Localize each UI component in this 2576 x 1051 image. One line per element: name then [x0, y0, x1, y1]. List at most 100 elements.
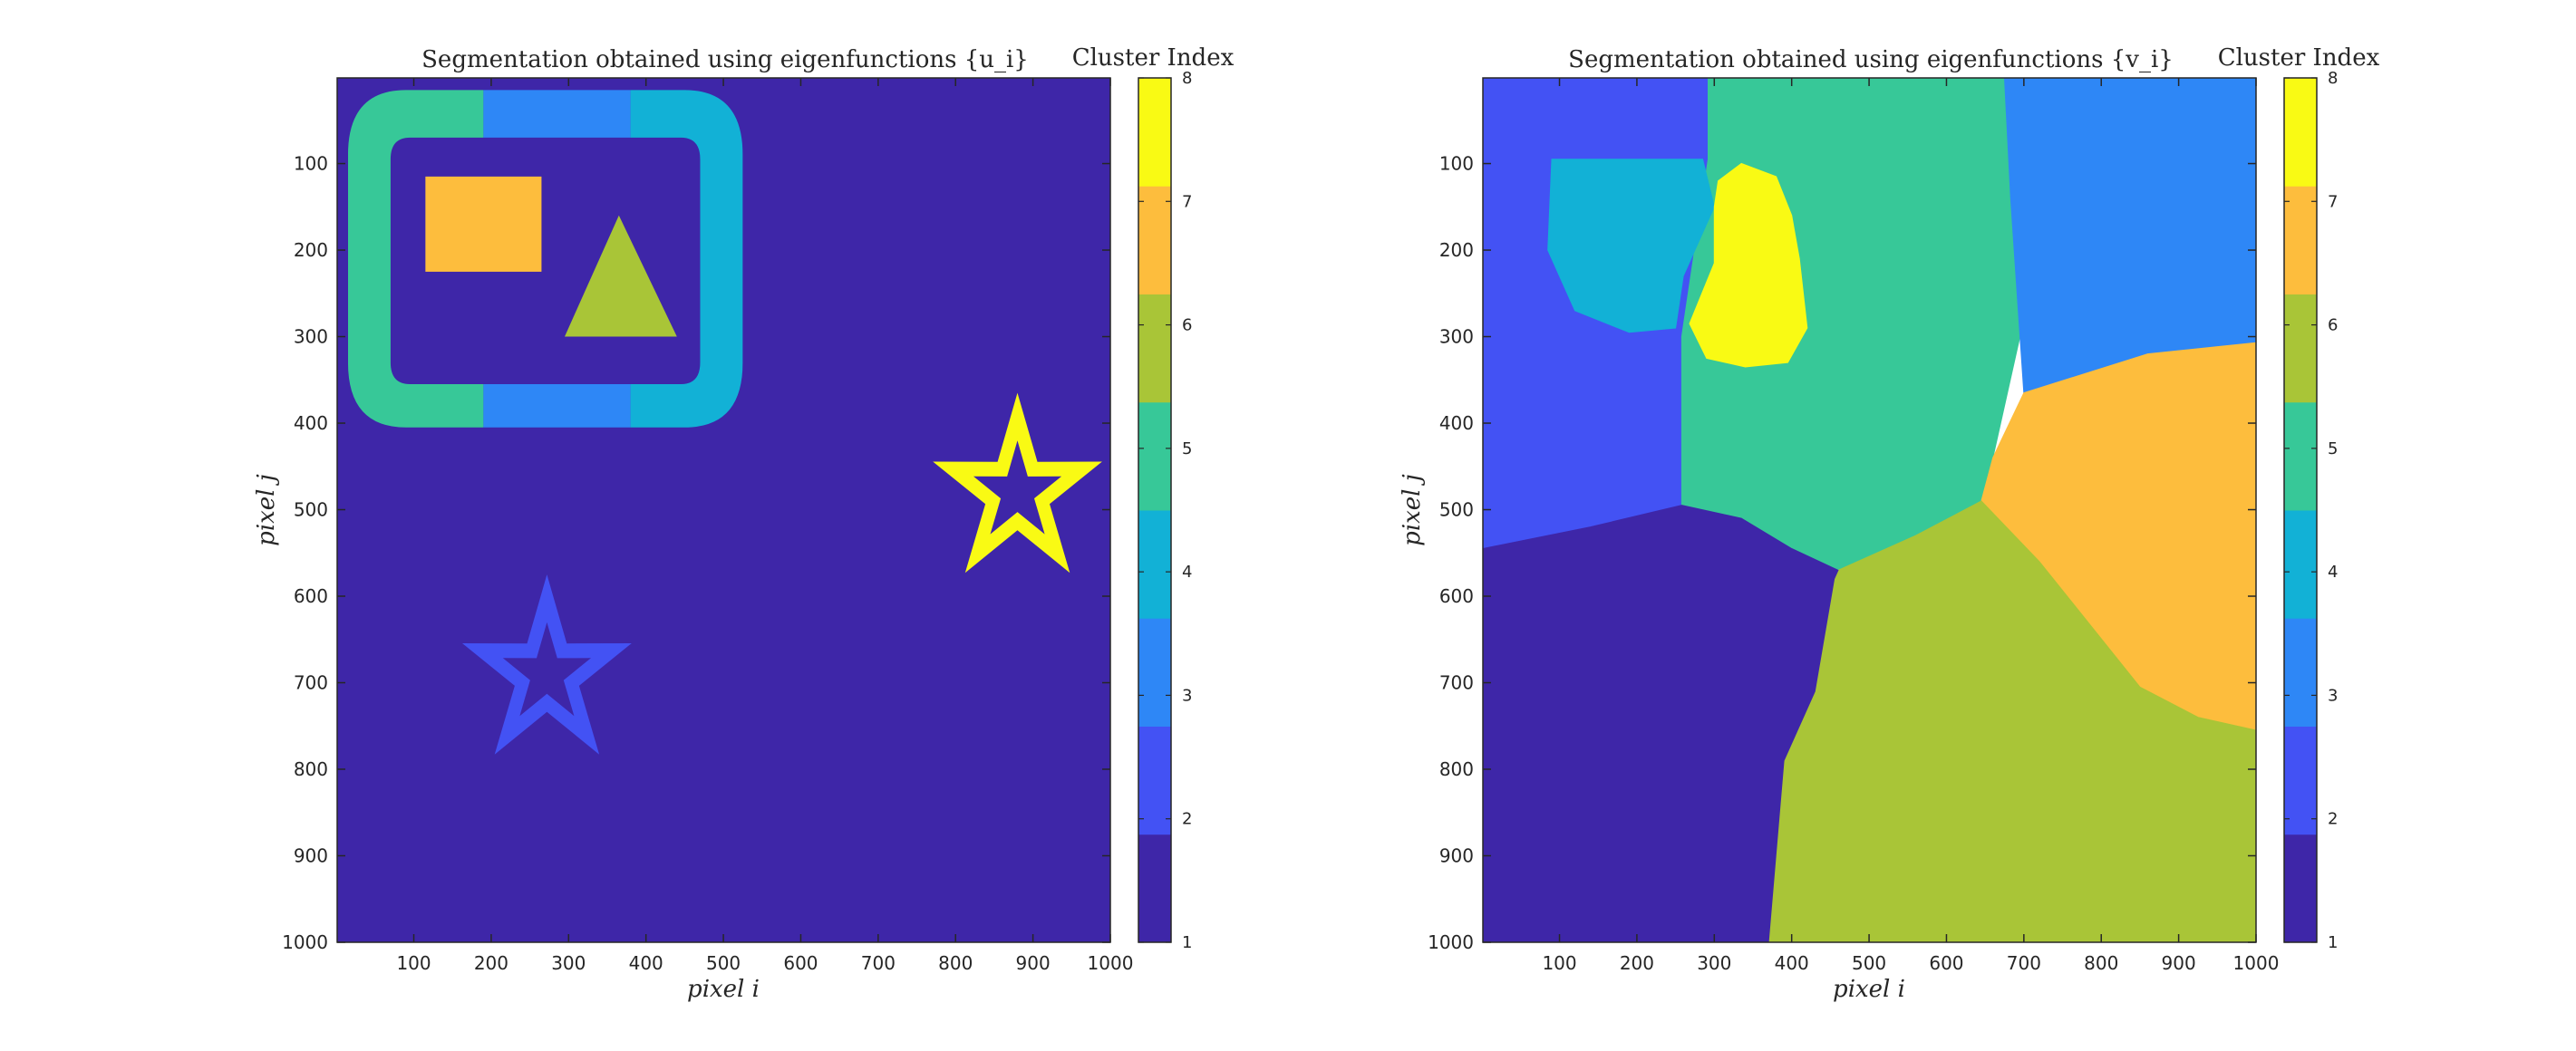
region-u-1-cluster-5: [347, 90, 484, 428]
x-tick-label-u: 500: [706, 952, 741, 974]
x-tick-label-u: 200: [474, 952, 508, 974]
x-tick-label-v: 1000: [2233, 952, 2280, 974]
colorbar-tick-label-u: 7: [1182, 192, 1192, 211]
y-tick-label-v: 600: [1439, 585, 1474, 607]
region-v-7-cluster-4: [1547, 159, 1715, 333]
x-tick-label-u: 1000: [1088, 952, 1134, 974]
colorbar-ticks-u: 1 2 3 4 5 6 7 8: [1138, 69, 1192, 952]
y-tick-label-u: 300: [294, 326, 328, 348]
colorbar-label-u: Cluster Index: [1072, 44, 1235, 72]
colorbar-bin-u-4: [1138, 510, 1171, 619]
y-tick-label-u: 700: [294, 672, 328, 694]
colorbar-bin-u-6: [1138, 294, 1171, 403]
colorbar-bin-u-8: [1138, 78, 1171, 187]
region-v-6-cluster-1: [1483, 505, 1839, 942]
x-tick-label-u: 900: [1016, 952, 1051, 974]
x-tick-label-u: 600: [783, 952, 818, 974]
y-tick-label-v: 200: [1439, 239, 1474, 261]
y-tick-label-v: 300: [1439, 326, 1474, 348]
region-v-3-cluster-3: [2003, 78, 2256, 394]
colorbar-tick-label-u: 6: [1182, 316, 1192, 335]
y-tick-label-u: 600: [294, 585, 328, 607]
y-tick-label-v: 800: [1439, 758, 1474, 780]
y-tick-label-v: 400: [1439, 412, 1474, 434]
region-u-7-cluster-2: [462, 574, 632, 755]
plot-title-u: Segmentation obtained using eigenfunctio…: [421, 46, 1029, 73]
colorbar-tick-label-v: 4: [2328, 563, 2338, 582]
x-tick-label-v: 600: [1929, 952, 1963, 974]
x-tick-label-v: 100: [1542, 952, 1576, 974]
colorbar-bin-u-1: [1138, 834, 1171, 943]
region-u-4-cluster-7: [425, 176, 542, 272]
y-tick-label-u: 900: [294, 845, 328, 867]
plot-area-v: [1483, 78, 2256, 942]
y-tick-label-v: 900: [1439, 845, 1474, 867]
x-tick-label-v: 200: [1620, 952, 1654, 974]
colorbar-tick-label-v: 6: [2328, 316, 2338, 335]
colorbar-tick-label-v: 2: [2328, 810, 2338, 829]
colorbar-tick-label-v: 5: [2328, 439, 2338, 458]
x-tick-label-v: 700: [2007, 952, 2041, 974]
y-tick-label-u: 400: [294, 412, 328, 434]
x-tick-label-v: 300: [1697, 952, 1731, 974]
colorbar-bin-u-7: [1138, 186, 1171, 294]
y-tick-label-v: 1000: [1428, 931, 1474, 953]
colorbar-bin-u-5: [1138, 401, 1171, 511]
panel-v: Segmentation obtained using eigenfunctio…: [1399, 44, 2380, 1003]
colorbar-bin-v-6: [2284, 294, 2317, 403]
x-tick-label-u: 300: [551, 952, 586, 974]
colorbar-tick-label-v: 3: [2328, 686, 2338, 705]
colorbar-bin-v-5: [2284, 401, 2317, 511]
x-axis-label-v: pixel i: [1833, 976, 1905, 1003]
plot-title-v: Segmentation obtained using eigenfunctio…: [1568, 46, 2174, 73]
colorbar-tick-label-u: 5: [1182, 439, 1192, 458]
colorbar-bin-v-7: [2284, 186, 2317, 294]
colorbar-bin-v-8: [2284, 78, 2317, 187]
colorbar-u: [1138, 78, 1171, 943]
colorbar-bin-u-2: [1138, 726, 1171, 835]
y-ticks-u: 100 200 300 400 500 600 700 800 900 1000: [282, 153, 1110, 953]
region-u-2-cluster-3: [483, 90, 631, 428]
colorbar-bin-v-2: [2284, 726, 2317, 835]
colorbar-bin-u-3: [1138, 618, 1171, 727]
y-ticks-v: 100 200 300 400 500 600 700 800 900 1000: [1428, 153, 2256, 953]
colorbar-tick-label-u: 4: [1182, 563, 1192, 582]
y-tick-label-u: 100: [294, 153, 328, 175]
colorbar-v: [2284, 78, 2317, 943]
x-tick-label-u: 700: [861, 952, 896, 974]
region-u-3-cluster-4: [630, 90, 743, 428]
region-v-8-cluster-8: [1689, 162, 1808, 368]
y-tick-label-u: 1000: [282, 931, 328, 953]
y-axis-label-u: pixel j: [253, 474, 280, 546]
x-tick-label-v: 800: [2084, 952, 2118, 974]
colorbar-bin-v-3: [2284, 618, 2317, 727]
x-tick-label-v: 900: [2162, 952, 2196, 974]
y-tick-label-v: 100: [1439, 153, 1474, 175]
x-tick-label-u: 800: [938, 952, 973, 974]
y-tick-label-v: 700: [1439, 672, 1474, 694]
colorbar-frame-v: [2283, 77, 2318, 943]
panel-u: Segmentation obtained using eigenfunctio…: [253, 44, 1235, 1003]
x-tick-label-u: 100: [396, 952, 431, 974]
colorbar-tick-label-u: 1: [1182, 933, 1192, 952]
colorbar-tick-label-u: 2: [1182, 810, 1192, 829]
x-ticks-u: 100 200 300 400 500 600 700 800 900 1000: [396, 78, 1133, 974]
colorbar-bin-v-4: [2284, 510, 2317, 619]
colorbar-frame-u: [1138, 77, 1172, 943]
colorbar-ticks-v: 1 2 3 4 5 6 7 8: [2284, 69, 2338, 952]
x-tick-label-u: 400: [629, 952, 663, 974]
colorbar-tick-label-u: 8: [1182, 69, 1192, 88]
x-ticks-v: 100 200 300 400 500 600 700 800 900 1000: [1542, 78, 2279, 974]
colorbar-tick-label-v: 7: [2328, 192, 2338, 211]
x-axis-label-u: pixel i: [687, 976, 760, 1003]
y-tick-label-u: 500: [294, 499, 328, 521]
colorbar-tick-label-v: 8: [2328, 69, 2338, 88]
plot-area-u: [337, 78, 1110, 942]
y-tick-label-u: 800: [294, 758, 328, 780]
colorbar-tick-label-v: 1: [2328, 933, 2338, 952]
y-tick-label-u: 200: [294, 239, 328, 261]
region-u-6-cluster-8: [933, 392, 1102, 574]
region-u-5-cluster-6: [565, 215, 677, 337]
x-tick-label-v: 500: [1852, 952, 1886, 974]
